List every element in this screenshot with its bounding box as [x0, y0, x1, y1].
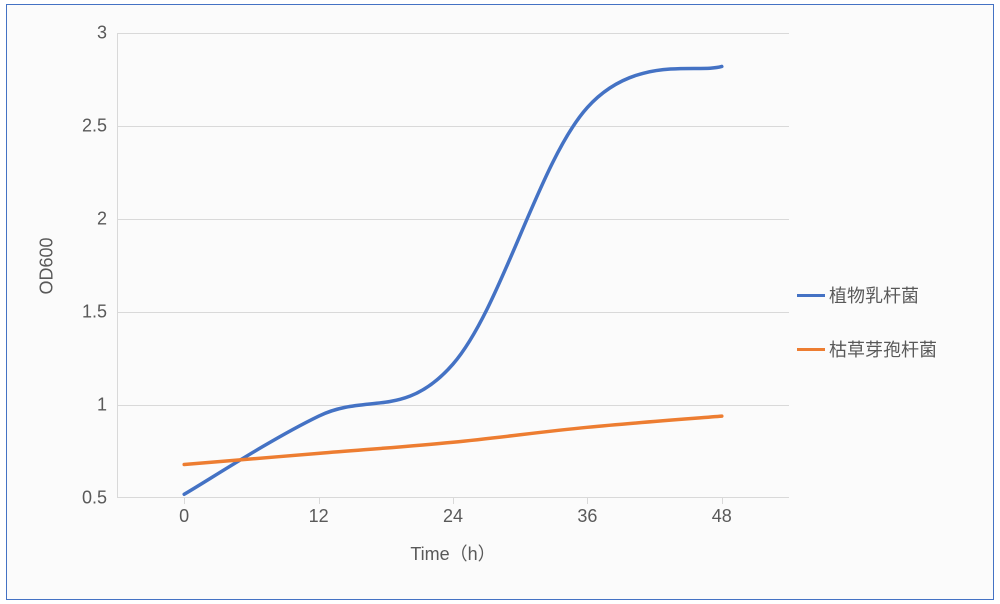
legend-item: 枯草芽孢杆菌 — [797, 336, 937, 362]
series-line — [184, 66, 722, 494]
x-tick — [722, 498, 723, 504]
x-tick — [587, 498, 588, 504]
x-tick-label: 36 — [577, 506, 597, 527]
series-line — [184, 416, 722, 464]
x-tick — [453, 498, 454, 504]
legend-swatch — [797, 348, 825, 351]
y-tick-label: 1 — [97, 395, 107, 416]
legend: 植物乳杆菌枯草芽孢杆菌 — [797, 282, 937, 390]
chart-container: 0.511.522.53012243648 OD600 Time（h） 植物乳杆… — [6, 4, 994, 600]
y-tick-label: 3 — [97, 23, 107, 44]
x-tick-label: 12 — [309, 506, 329, 527]
legend-item: 植物乳杆菌 — [797, 282, 937, 308]
legend-label: 植物乳杆菌 — [829, 282, 919, 308]
y-tick-label: 2 — [97, 209, 107, 230]
legend-swatch — [797, 294, 825, 297]
y-tick-label: 2.5 — [82, 116, 107, 137]
plot-area: 0.511.522.53012243648 — [117, 33, 789, 498]
x-axis-title: Time（h） — [410, 540, 495, 566]
series-layer — [117, 33, 789, 498]
x-tick — [319, 498, 320, 504]
x-tick-label: 48 — [712, 506, 732, 527]
legend-label: 枯草芽孢杆菌 — [829, 336, 937, 362]
x-tick-label: 0 — [179, 506, 189, 527]
x-tick — [184, 498, 185, 504]
y-tick-label: 1.5 — [82, 302, 107, 323]
y-tick-label: 0.5 — [82, 488, 107, 509]
y-axis-title: OD600 — [37, 237, 58, 294]
x-tick-label: 24 — [443, 506, 463, 527]
